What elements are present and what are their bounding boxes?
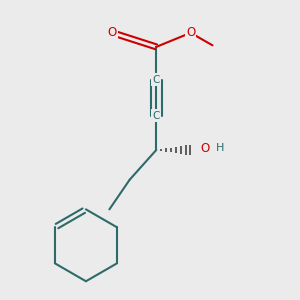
Text: C: C xyxy=(153,75,160,85)
Text: O: O xyxy=(108,26,117,39)
Text: O: O xyxy=(186,26,195,39)
Text: C: C xyxy=(153,111,160,121)
Text: O: O xyxy=(201,142,210,155)
Text: H: H xyxy=(216,143,224,153)
